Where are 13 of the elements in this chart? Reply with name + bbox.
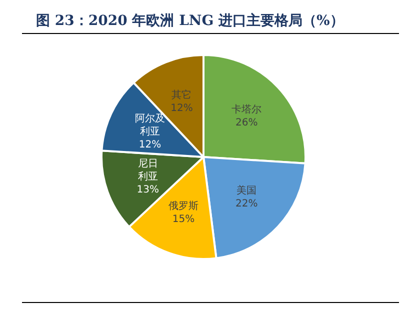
slice-label: 卡塔尔 [232,104,262,116]
data-label: 12% [138,139,162,150]
data-label: 22% [236,198,258,210]
data-label: 12% [170,103,193,114]
chart-title: 图 23：2020 年欧洲 LNG 进口主要格局（%） [22,8,399,34]
slice-label: 俄罗斯 [168,200,198,212]
slice-label: 其它 [172,89,192,102]
slice-label: 尼日利亚 [138,158,158,183]
slice-label: 阿尔及利亚 [134,112,165,138]
slice-label: 美国 [236,184,257,197]
data-label: 15% [172,214,195,225]
data-label: 13% [136,184,159,196]
data-label: 26% [236,118,258,129]
